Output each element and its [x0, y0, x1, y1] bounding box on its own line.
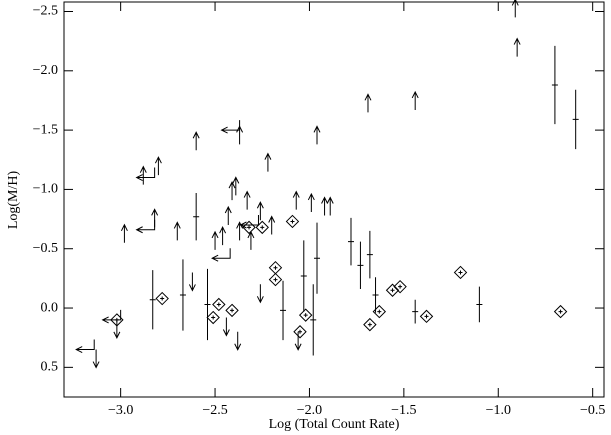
y-tick-label: −2.0 [33, 63, 58, 78]
left-limit-arrow [75, 339, 95, 354]
error-point [476, 286, 483, 323]
upper-limit-arrow [264, 152, 272, 172]
diamond-point [419, 309, 434, 324]
x-tick-label: −1.0 [486, 403, 511, 418]
error-point [366, 230, 373, 279]
diamond-point [553, 304, 568, 319]
error-point [551, 45, 558, 125]
diamond-point [268, 260, 283, 275]
diamond-point [453, 265, 468, 280]
diamond-point [212, 297, 226, 312]
error-point [310, 284, 317, 356]
upper-limit-arrow [307, 192, 315, 212]
diamond-point [363, 317, 377, 332]
left-limit-arrow [135, 167, 156, 182]
upper-limit-arrow [268, 215, 276, 235]
y-tick-label: −1.5 [33, 122, 58, 137]
y-tick-label: −0.5 [33, 241, 58, 256]
upper-limit-arrow [313, 125, 321, 145]
diamond-point [393, 279, 407, 294]
error-point [280, 280, 287, 341]
y-tick-label: 0.0 [41, 300, 59, 315]
left-limit-arrow [220, 120, 241, 134]
upper-limit-arrow [154, 156, 162, 176]
upper-limit-arrow [364, 93, 372, 113]
left-limit-arrow [101, 309, 122, 324]
diamond-point [285, 214, 300, 229]
error-point [572, 89, 579, 150]
upper-limit-arrow [173, 221, 181, 241]
diamond-point [298, 308, 313, 322]
error-point [300, 240, 307, 312]
error-point [347, 217, 354, 266]
diamond-point [155, 291, 169, 306]
error-point [193, 192, 200, 241]
left-limit-arrow [135, 219, 156, 234]
lower-limit-arrow [113, 319, 121, 340]
upper-limit-arrow [243, 190, 251, 210]
upper-limit-arrow [411, 90, 419, 110]
lower-limit-arrow [294, 331, 302, 351]
upper-limit-arrow [232, 176, 240, 196]
upper-limit-arrow [192, 131, 200, 151]
x-tick-label: −1.5 [391, 403, 416, 418]
error-point [149, 270, 156, 330]
upper-limit-arrow [256, 201, 264, 221]
upper-limit-arrow [247, 230, 255, 250]
diamond-point [293, 325, 307, 339]
y-tick-label: −2.5 [33, 4, 58, 19]
upper-limit-arrow [236, 221, 244, 241]
x-tick-label: −2.0 [297, 403, 322, 418]
y-tick-label: −1.0 [33, 182, 58, 197]
diamond-point [255, 220, 269, 235]
x-tick-label: −2.5 [202, 403, 227, 418]
lower-limit-arrow [92, 349, 100, 369]
diamond-point [225, 303, 239, 318]
x-tick-label: −0.5 [580, 403, 605, 418]
left-limit-arrow [211, 248, 231, 262]
upper-limit-arrow [120, 223, 128, 243]
upper-limit-arrow [224, 205, 232, 226]
upper-limit-arrow [326, 196, 334, 216]
y-axis-label: Log(M/H) [6, 171, 21, 230]
error-point [412, 299, 419, 324]
upper-limit-arrow [211, 230, 219, 250]
diamond-point [110, 313, 124, 327]
upper-limit-arrow [292, 190, 300, 210]
upper-limit-arrow [139, 165, 147, 185]
y-tick-label: 0.5 [41, 360, 59, 375]
x-tick-label: −3.0 [108, 403, 133, 418]
diamond-point [206, 310, 220, 325]
upper-limit-arrow [219, 226, 227, 246]
lower-limit-arrow [234, 331, 242, 351]
error-point [204, 268, 211, 341]
error-point [179, 259, 186, 331]
plot-frame [63, 1, 605, 398]
lower-limit-arrow [188, 272, 196, 292]
diamond-point [268, 272, 283, 287]
error-point [357, 241, 364, 290]
error-point [314, 222, 321, 294]
upper-limit-arrow [321, 196, 329, 216]
lower-limit-arrow [222, 317, 230, 337]
error-point [372, 277, 379, 313]
lower-limit-arrow [256, 284, 264, 304]
diamond-point [242, 220, 256, 235]
upper-limit-arrow [511, 0, 519, 18]
x-axis-label: Log (Total Count Rate) [269, 417, 400, 432]
upper-limit-arrow [513, 37, 521, 57]
diamond-point [385, 283, 400, 297]
diamond-point [372, 304, 387, 319]
upper-limit-arrow [228, 180, 236, 201]
